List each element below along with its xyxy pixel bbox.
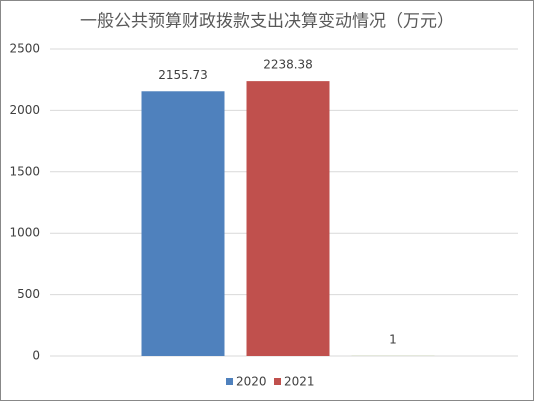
chart-title: 一般公共预算财政拨款支出决算变动情况（万元） <box>80 12 454 32</box>
y-tick-label: 500 <box>17 287 40 301</box>
data-label: 1 <box>389 332 397 346</box>
data-label: 2155.73 <box>158 68 208 82</box>
data-label: 2238.38 <box>263 58 313 72</box>
legend-label: 2021 <box>284 375 315 389</box>
y-tick-label: 2000 <box>9 103 40 117</box>
legend-swatch <box>226 378 233 385</box>
legend-swatch <box>274 378 281 385</box>
y-tick-label: 1500 <box>9 164 40 178</box>
legend-label: 2020 <box>236 375 267 389</box>
y-tick-label: 0 <box>32 349 40 363</box>
y-tick-label: 1000 <box>9 226 40 240</box>
bar <box>246 81 330 356</box>
bar <box>141 91 225 356</box>
y-tick-label: 2500 <box>9 42 40 56</box>
